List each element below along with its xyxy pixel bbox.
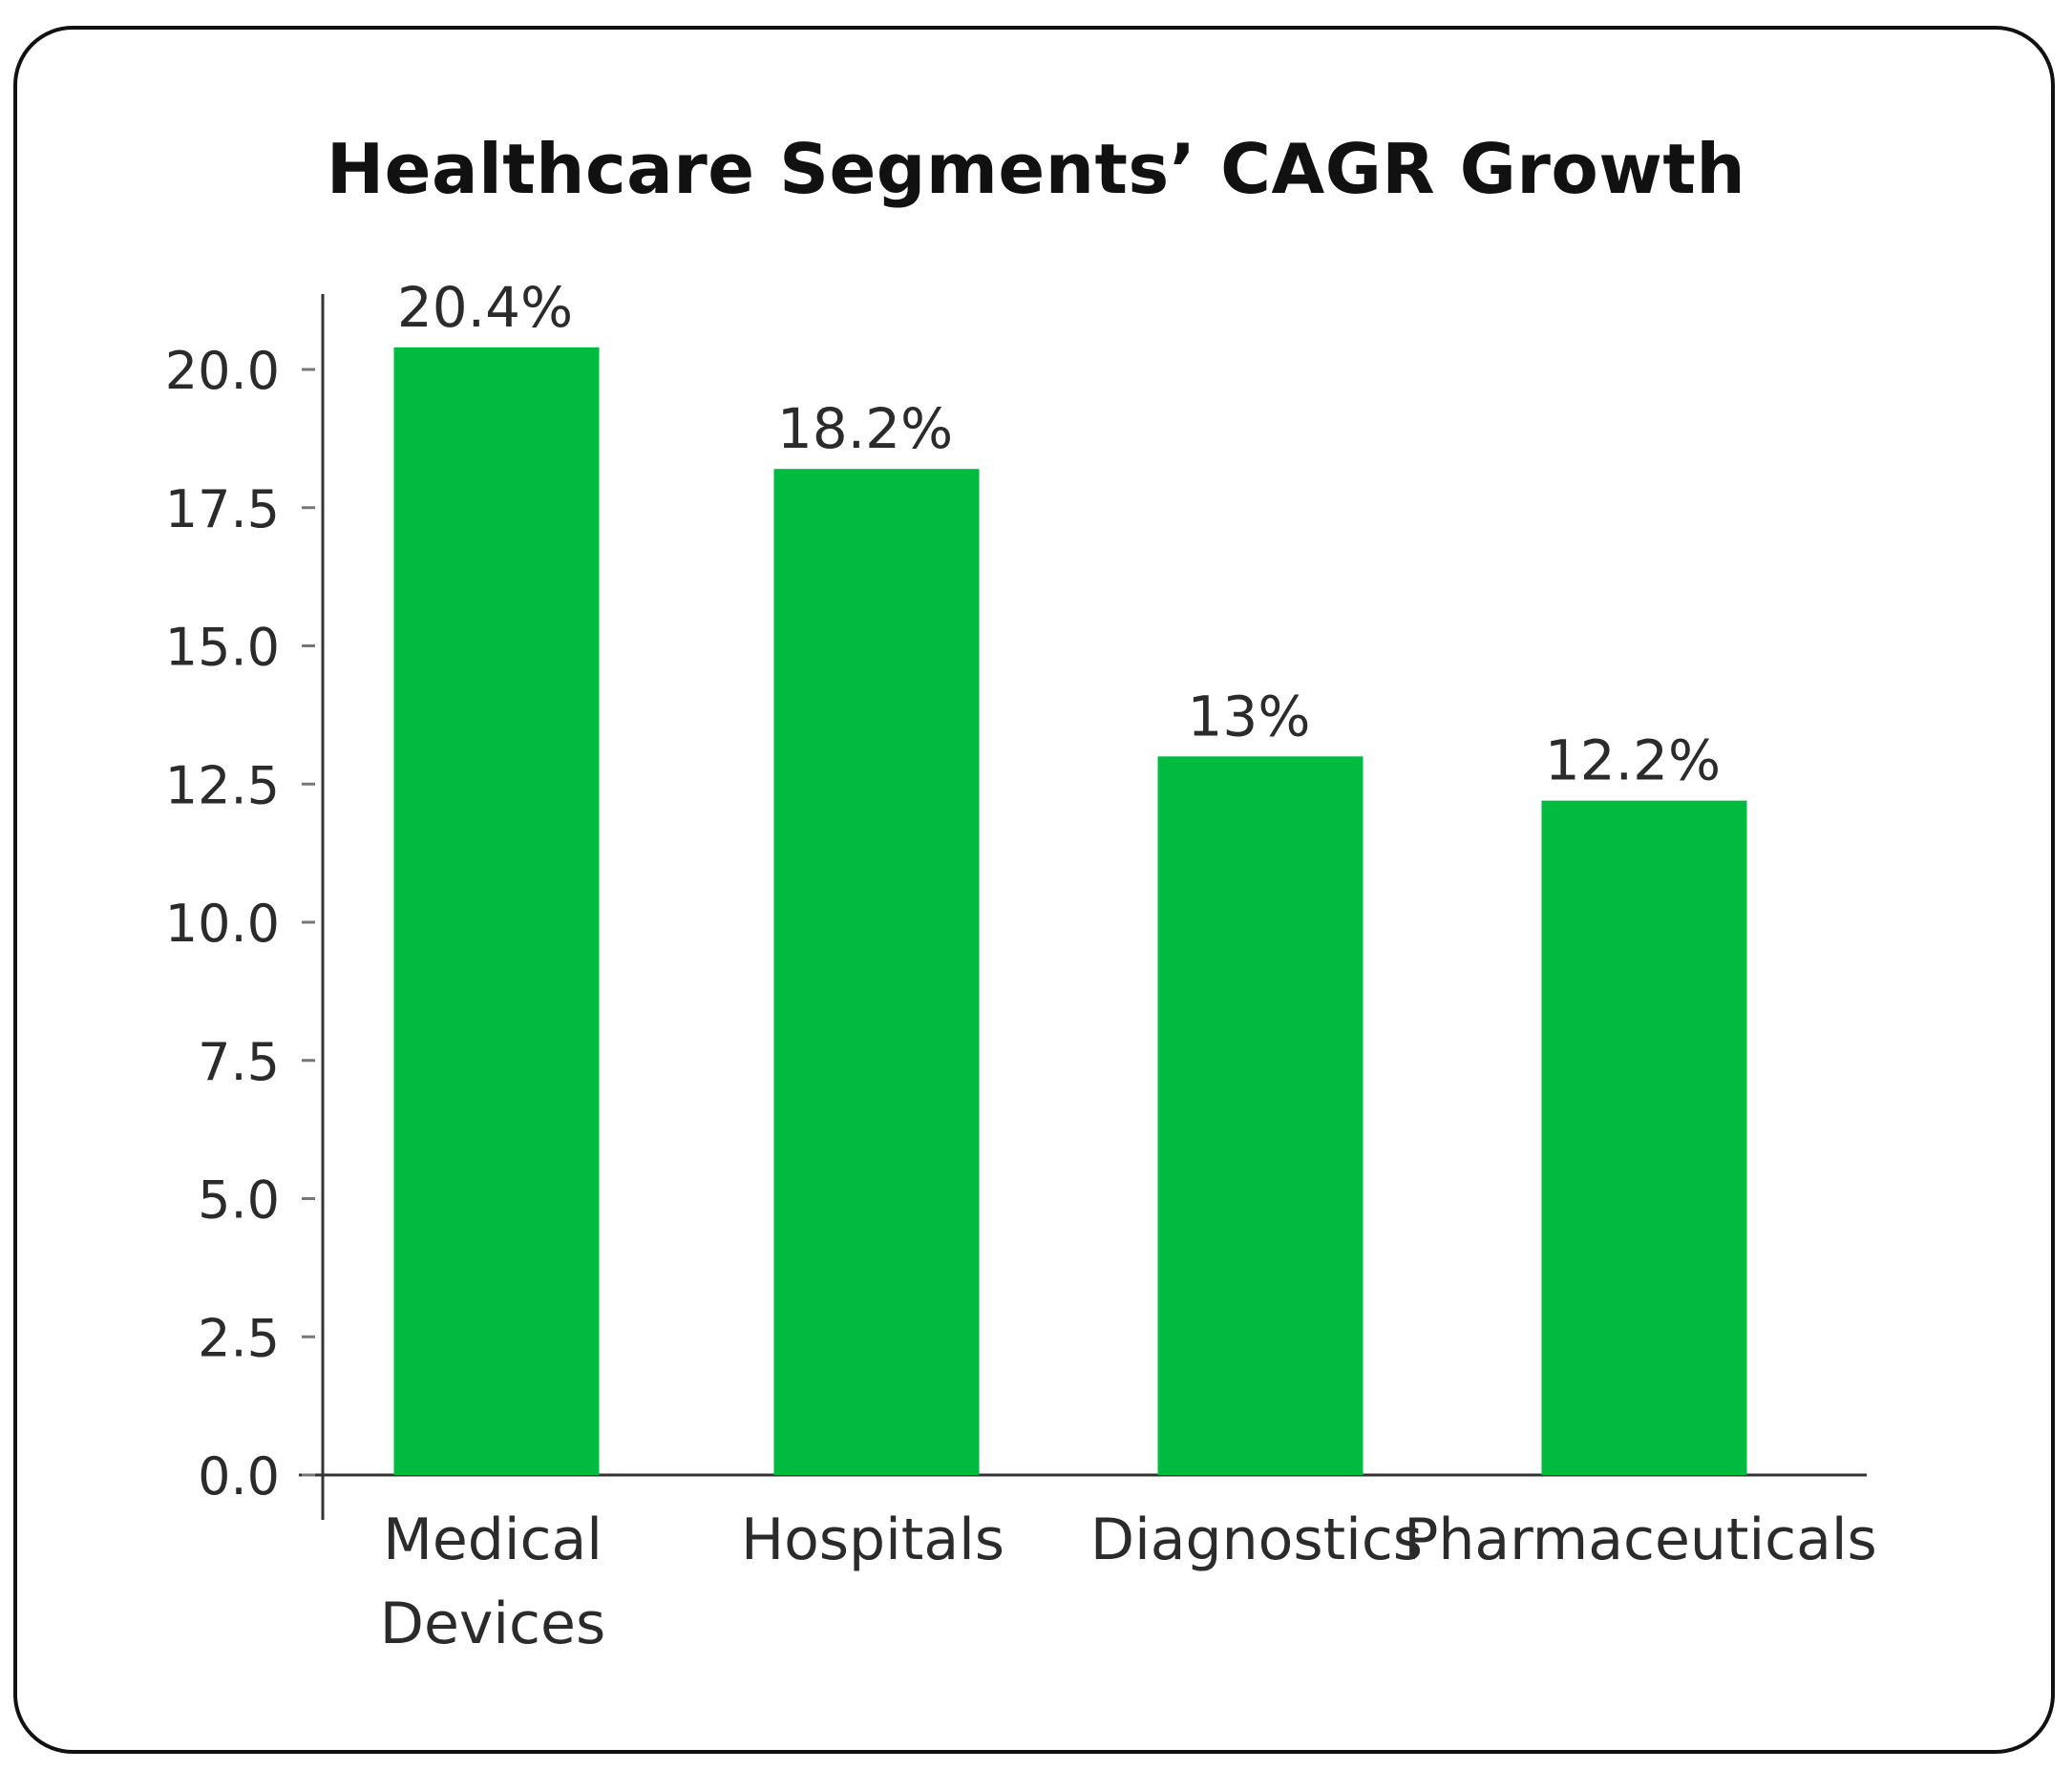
chart-bars [393,347,1747,1476]
y-tick-label: 0.0 [198,1446,280,1507]
y-tick-label: 17.5 [165,479,280,539]
bar [393,347,600,1476]
x-category-label-line: Hospitals [741,1507,1004,1573]
y-tick-label: 12.5 [165,755,280,815]
x-category-label-line: Medical [383,1507,603,1573]
x-category-label-line: Pharmaceuticals [1404,1507,1877,1573]
y-tick-label: 15.0 [165,618,280,678]
x-category-label: Hospitals [741,1507,1004,1573]
chart-title: Healthcare Segments’ CAGR Growth [326,129,1746,209]
x-category-label: Pharmaceuticals [1404,1507,1877,1573]
bar [773,469,980,1476]
x-category-label-line: Diagnostics [1090,1507,1423,1573]
x-category-label: Medical Devices [380,1507,605,1657]
bar [1541,800,1747,1475]
x-category-label-line: Devices [380,1591,605,1657]
bar [1157,756,1364,1475]
bar-value-label: 13% [1188,684,1311,748]
bar-value-label: 12.2% [1545,728,1721,793]
y-tick-label: 20.0 [165,341,280,401]
x-category-label: Diagnostics [1090,1507,1423,1573]
chart-axes: 0.0 2.5 5.0 7.5 10.0 12.5 15.0 17.5 20.0 [165,294,1867,1520]
bar-value-label: 18.2% [777,396,953,461]
y-tick-label: 2.5 [198,1308,280,1368]
chart-labels: 20.4% Medical Devices 18.2% Hospitals 13% Diag… [380,275,1877,1657]
bar-value-label: 20.4% [397,275,573,340]
y-tick-label: 5.0 [198,1170,280,1231]
y-tick-label: 7.5 [198,1032,280,1092]
y-tick-label: 10.0 [165,894,280,954]
